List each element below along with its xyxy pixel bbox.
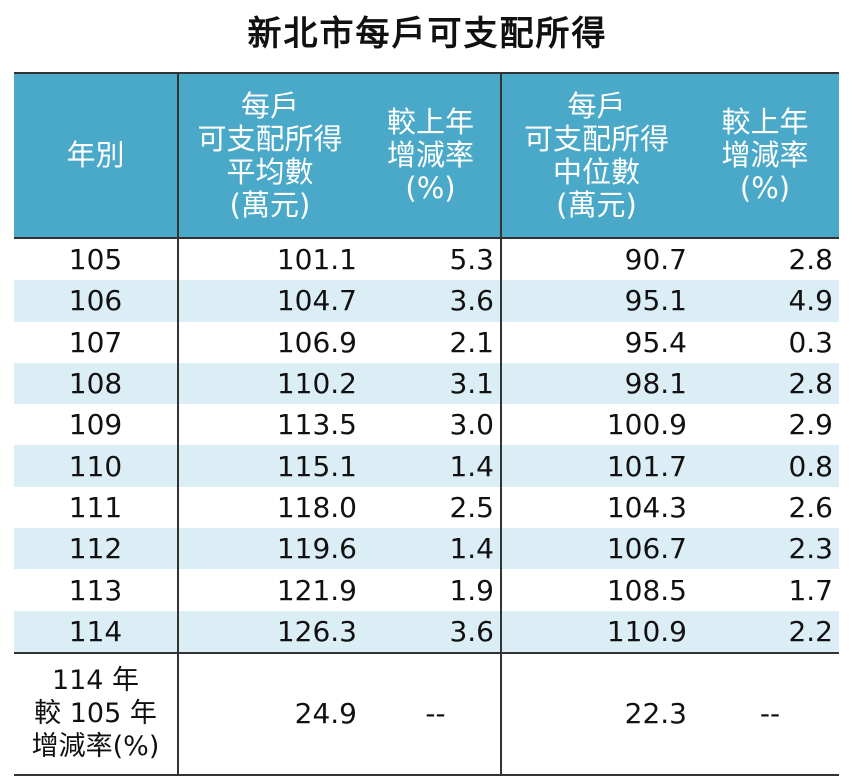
- median-cell: 108.5: [606, 573, 687, 607]
- header-mean-rate: 較上年 增減率 (%): [361, 72, 502, 239]
- mean-rate-cell: 3.6: [361, 280, 502, 322]
- summary-label: 114 年 較 105 年 增減率(%): [14, 651, 179, 776]
- mean-rate-cell: 3.1: [361, 362, 502, 405]
- mean-rate-cell: 1.4: [361, 445, 502, 487]
- page-title: 新北市每戶可支配所得: [247, 14, 608, 54]
- summary-mean-rate-cell: --: [361, 651, 502, 776]
- mean-cell: 113.5: [276, 408, 357, 442]
- mean-rate-cell: 1.9: [361, 569, 502, 611]
- median-cell: 90.7: [624, 243, 687, 277]
- year-cell: 110: [14, 445, 179, 487]
- median-cell: 98.1: [501, 362, 691, 405]
- header-row: 年別 每戶 可支配所得 平均數 (萬元) 較上年 增減率 (%) 每戶 可支配所…: [14, 72, 839, 239]
- mean-cell: 101.1: [276, 243, 357, 277]
- median-rate-cell: 2.8: [691, 362, 839, 405]
- median-rate-cell: 4.9: [691, 280, 839, 322]
- summary-median-cell: 22.3: [501, 651, 691, 776]
- mean-rate-cell: 3.6: [361, 610, 502, 653]
- median-rate-cell: 1.7: [788, 573, 833, 607]
- table-row: 109 113.5 3.0 100.9 2.9: [14, 404, 839, 446]
- table-row: 113 121.9 1.9 108.5 1.7: [14, 569, 839, 611]
- mean-cell: 126.3: [178, 610, 361, 653]
- year-cell: 111: [14, 486, 179, 529]
- summary-row: 114 年 較 105 年 增減率(%) 24.9 -- 22.3 --: [14, 651, 839, 776]
- table-row: 105 101.1 5.3 90.7 2.8: [14, 238, 839, 281]
- mean-rate-cell: 3.0: [361, 404, 502, 446]
- median-rate-cell: 0.8: [691, 445, 839, 487]
- summary-median-rate-cell: --: [691, 651, 839, 776]
- mean-cell: 118.0: [276, 490, 357, 524]
- median-rate-cell: 2.9: [788, 408, 833, 442]
- year-cell: 113: [14, 569, 179, 611]
- median-cell: 95.1: [501, 280, 691, 322]
- median-cell: 104.3: [606, 490, 687, 524]
- header-median-rate: 較上年 增減率 (%): [691, 72, 839, 239]
- median-cell: 101.7: [501, 445, 691, 487]
- median-rate-cell: 2.6: [788, 490, 833, 524]
- table-row: 114 126.3 3.6 110.9 2.2: [14, 610, 839, 653]
- header-year: 年別: [14, 72, 179, 239]
- mean-rate-cell: 5.3: [361, 238, 502, 281]
- year-cell: 114: [14, 610, 179, 653]
- mean-cell: 121.9: [276, 573, 357, 607]
- year-cell: 108: [14, 362, 179, 405]
- table-row: 107 106.9 2.1 95.4 0.3: [14, 321, 839, 363]
- mean-cell: 110.2: [178, 362, 361, 405]
- table-row: 110 115.1 1.4 101.7 0.8: [14, 445, 839, 487]
- mean-cell: 104.7: [178, 280, 361, 322]
- median-cell: 106.7: [501, 528, 691, 570]
- mean-cell: 106.9: [276, 325, 357, 359]
- table-row: 112 119.6 1.4 106.7 2.3: [14, 528, 839, 570]
- summary-mean-cell: 24.9: [178, 651, 361, 776]
- header-median: 每戶 可支配所得 中位數 (萬元): [501, 72, 691, 239]
- median-cell: 110.9: [501, 610, 691, 653]
- table-body: 105 101.1 5.3 90.7 2.8 106 104.7 3.6 95.…: [14, 238, 839, 776]
- table-row: 106 104.7 3.6 95.1 4.9: [14, 280, 839, 322]
- income-table: 年別 每戶 可支配所得 平均數 (萬元) 較上年 增減率 (%) 每戶 可支配所…: [14, 72, 839, 776]
- table-row: 108 110.2 3.1 98.1 2.8: [14, 362, 839, 405]
- median-cell: 95.4: [624, 325, 687, 359]
- header-mean: 每戶 可支配所得 平均數 (萬元): [178, 72, 361, 239]
- mean-rate-cell: 2.1: [361, 321, 502, 363]
- median-rate-cell: 2.2: [691, 610, 839, 653]
- mean-cell: 115.1: [178, 445, 361, 487]
- mean-cell: 119.6: [178, 528, 361, 570]
- year-cell: 112: [14, 528, 179, 570]
- median-rate-cell: 0.3: [788, 325, 833, 359]
- year-cell: 106: [14, 280, 179, 322]
- year-cell: 107: [14, 321, 179, 363]
- mean-rate-cell: 1.4: [361, 528, 502, 570]
- median-cell: 100.9: [606, 408, 687, 442]
- year-cell: 109: [14, 404, 179, 446]
- median-rate-cell: 2.3: [691, 528, 839, 570]
- year-cell: 105: [14, 238, 179, 281]
- mean-rate-cell: 2.5: [361, 486, 502, 529]
- table-row: 111 118.0 2.5 104.3 2.6: [14, 486, 839, 529]
- median-rate-cell: 2.8: [788, 243, 833, 277]
